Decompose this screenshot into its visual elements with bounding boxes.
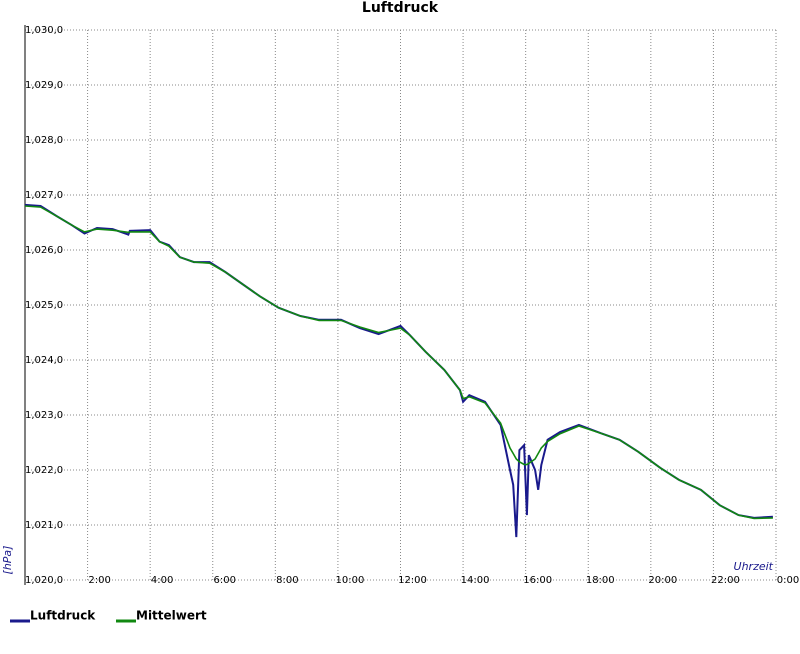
x-tick-label: 8:00 — [276, 575, 298, 586]
y-tick-label: 1,026,0 — [25, 245, 63, 256]
y-tick-label: 1,023,0 — [25, 410, 63, 421]
chart-title: Luftdruck — [362, 0, 439, 16]
y-tick-label: 1,020,0 — [25, 575, 63, 586]
x-tick-label: 16:00 — [523, 575, 552, 586]
data-line — [24, 203, 773, 538]
x-tick-label: 14:00 — [461, 575, 490, 586]
legend-label: Luftdruck — [30, 609, 96, 623]
x-axis-label: Uhrzeit — [734, 560, 774, 573]
y-tick-label: 1,021,0 — [25, 520, 63, 531]
y-tick-label: 1,029,0 — [25, 80, 63, 91]
y-tick-label: 1,025,0 — [25, 300, 63, 311]
x-tick-label: 10:00 — [336, 575, 365, 586]
data-line — [24, 205, 773, 520]
x-tick-label: 2:00 — [88, 575, 110, 586]
x-tick-label: 6:00 — [214, 575, 236, 586]
x-tick-label: 12:00 — [398, 575, 427, 586]
x-tick-label: 20:00 — [648, 575, 677, 586]
y-tick-label: 1,030,0 — [25, 25, 63, 36]
legend-label: Mittelwert — [136, 609, 207, 623]
y-tick-label: 1,028,0 — [25, 135, 63, 146]
y-tick-label: 1,022,0 — [25, 465, 63, 476]
x-tick-label: 4:00 — [151, 575, 173, 586]
y-axis-label: [hPa] — [1, 546, 14, 575]
y-tick-label: 1,027,0 — [25, 190, 63, 201]
x-tick-label: 0:00 — [777, 575, 799, 586]
y-tick-label: 1,024,0 — [25, 355, 63, 366]
x-tick-label: 18:00 — [586, 575, 615, 586]
x-tick-label: 22:00 — [711, 575, 740, 586]
